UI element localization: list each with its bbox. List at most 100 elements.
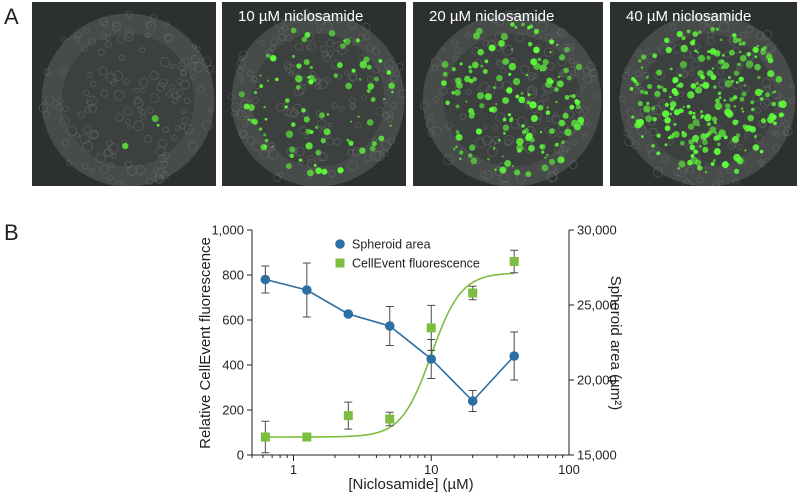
- fluorescent-cell: [717, 107, 720, 110]
- fluorescent-cell: [681, 36, 686, 41]
- fluorescent-cell: [751, 107, 755, 112]
- fluorescent-cell: [564, 128, 572, 137]
- fluorescent-cell: [682, 105, 685, 109]
- fluorescent-cell: [529, 101, 537, 109]
- fluorescent-cell: [744, 125, 751, 132]
- cell-outline: [390, 102, 398, 110]
- fluorescent-cell: [455, 77, 462, 84]
- cell-outline: [556, 28, 564, 35]
- cell-outline: [133, 120, 145, 132]
- cell-outline: [544, 33, 552, 41]
- cell-outline: [175, 89, 184, 98]
- fluorescent-cell: [151, 115, 159, 123]
- cell-outline: [568, 58, 575, 65]
- cell-outline: [782, 120, 790, 128]
- cell-outline: [479, 171, 488, 179]
- fluorescent-cell: [558, 119, 566, 127]
- cell-outline: [189, 61, 198, 70]
- fluorescent-cell: [378, 59, 383, 63]
- fluorescent-cell: [465, 100, 468, 103]
- cell-outline: [398, 88, 406, 98]
- cell-outline: [557, 28, 567, 38]
- fluorescent-cell: [527, 41, 533, 47]
- fluorescent-cell: [350, 120, 353, 123]
- cell-outline: [146, 177, 154, 185]
- fluorescent-cell: [698, 144, 702, 148]
- fluorescent-cell: [719, 38, 723, 42]
- cell-outline: [289, 64, 301, 76]
- fluorescent-cell: [757, 75, 761, 80]
- cell-outline: [285, 34, 293, 42]
- cell-outline: [83, 28, 90, 34]
- fluorescent-cell: [779, 100, 787, 108]
- cell-outline: [180, 69, 188, 77]
- fluorescent-cell: [669, 106, 675, 111]
- fluorescent-cell: [713, 135, 719, 141]
- cell-outline: [580, 85, 586, 91]
- cell-outline: [251, 96, 259, 104]
- fluorescent-cell: [706, 70, 714, 77]
- fluorescent-cell: [673, 123, 677, 126]
- fluorescent-cell: [549, 79, 554, 84]
- cell-outline: [286, 107, 298, 118]
- fluorescent-cell: [554, 142, 559, 147]
- fluorescent-cell: [479, 103, 485, 109]
- cell-outline: [440, 47, 446, 53]
- fluorescent-cell: [739, 96, 745, 102]
- cell-outline: [242, 122, 249, 129]
- cell-outline: [366, 43, 375, 52]
- cell-outline: [732, 80, 741, 90]
- cell-outline: [683, 50, 692, 59]
- micrograph-label: 40 µM niclosamide: [626, 8, 752, 25]
- y-left-tick-label: 400: [222, 358, 244, 373]
- cell-outline: [193, 61, 205, 73]
- cell-outline: [526, 86, 535, 95]
- fluorescent-cell: [647, 83, 653, 89]
- micrograph-control: [32, 2, 216, 186]
- fluorescent-cell: [716, 142, 721, 147]
- fluorescent-cell: [720, 65, 725, 70]
- cell-outline: [716, 169, 722, 175]
- fluorescent-cell: [702, 81, 710, 89]
- cell-outline: [227, 93, 235, 101]
- cell-outline: [295, 146, 305, 157]
- y-left-tick-label: 200: [222, 403, 244, 418]
- fluorescent-cell: [275, 77, 279, 81]
- fluorescent-cell: [673, 90, 679, 97]
- cell-outline: [192, 43, 198, 49]
- cell-outline: [439, 86, 448, 96]
- fluorescent-cell: [679, 60, 688, 69]
- fluorescent-cell: [738, 42, 743, 46]
- cell-outline: [515, 173, 526, 184]
- cell-outline: [236, 110, 247, 121]
- cell-outline: [721, 12, 729, 21]
- cell-outline: [154, 173, 164, 183]
- fluorescent-cell: [699, 83, 703, 87]
- fluorescent-cell: [697, 30, 702, 35]
- cellevent-point: [468, 288, 478, 298]
- cell-outline: [688, 69, 695, 76]
- cell-outline: [576, 91, 582, 97]
- fluorescent-cell: [752, 46, 759, 53]
- cell-outline: [260, 40, 266, 46]
- legend-cellevent-marker: [335, 258, 345, 268]
- fluorescent-cell: [713, 121, 717, 125]
- fluorescent-cell: [665, 46, 672, 54]
- micrograph-20um: 20 µM niclosamide: [413, 2, 603, 186]
- cell-outline: [252, 76, 258, 82]
- cell-outline: [451, 39, 458, 46]
- cell-outline: [559, 141, 571, 152]
- cell-outline: [705, 18, 712, 25]
- cell-outline: [236, 58, 246, 68]
- fluorescent-cell: [441, 60, 449, 69]
- fluorescent-cell: [259, 84, 264, 89]
- cell-outline: [44, 95, 55, 105]
- fluorescent-cell: [516, 137, 524, 146]
- cell-outline: [272, 173, 282, 182]
- fluorescent-cell: [526, 100, 531, 105]
- fluorescent-cell: [741, 110, 745, 113]
- cell-outline: [384, 59, 395, 70]
- fluorescent-cell: [687, 123, 695, 130]
- fluorescent-cell: [351, 68, 356, 73]
- fluorescent-cell: [388, 82, 395, 89]
